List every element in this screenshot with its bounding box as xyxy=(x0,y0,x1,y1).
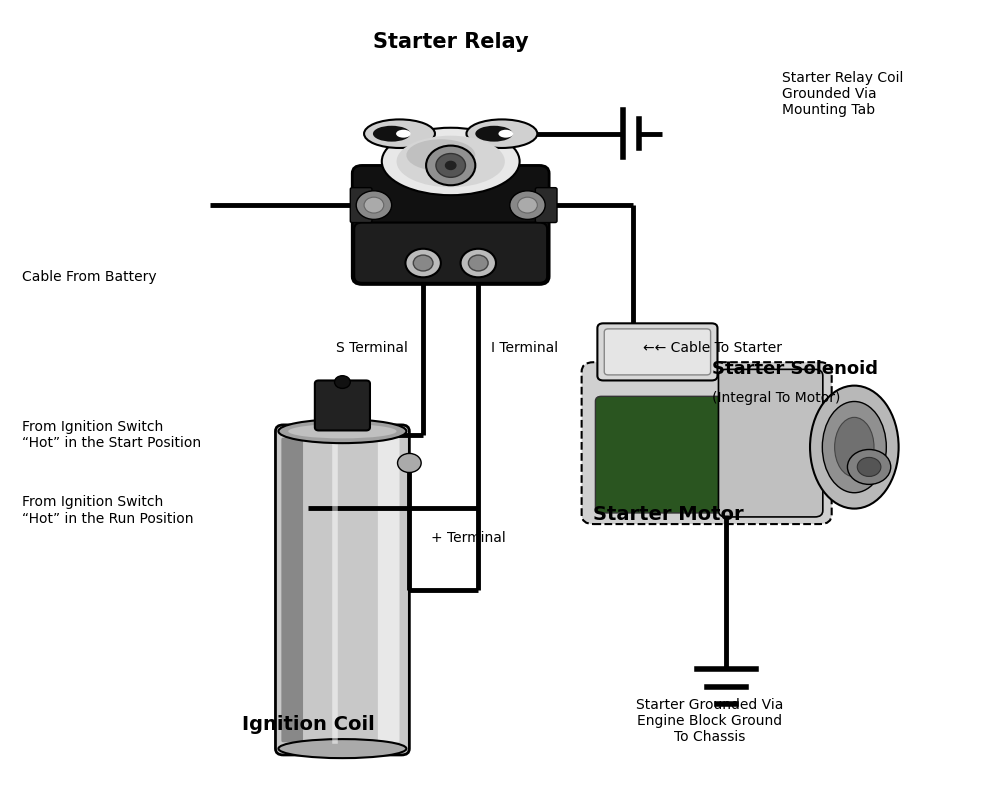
FancyBboxPatch shape xyxy=(352,165,549,284)
Ellipse shape xyxy=(407,139,475,171)
Ellipse shape xyxy=(823,401,886,493)
Circle shape xyxy=(413,255,433,271)
FancyBboxPatch shape xyxy=(582,362,832,524)
Text: + Terminal: + Terminal xyxy=(431,531,506,546)
Text: Cable From Battery: Cable From Battery xyxy=(23,269,157,284)
FancyBboxPatch shape xyxy=(595,396,736,513)
Ellipse shape xyxy=(278,419,407,443)
Circle shape xyxy=(426,145,475,185)
Text: I Terminal: I Terminal xyxy=(491,341,558,355)
Circle shape xyxy=(436,153,465,177)
Ellipse shape xyxy=(288,424,397,439)
FancyBboxPatch shape xyxy=(604,329,711,375)
Circle shape xyxy=(398,454,421,472)
Ellipse shape xyxy=(835,417,874,477)
FancyBboxPatch shape xyxy=(536,188,557,223)
Ellipse shape xyxy=(373,125,410,141)
Circle shape xyxy=(445,161,456,170)
Text: Ignition Coil: Ignition Coil xyxy=(242,715,374,734)
Circle shape xyxy=(518,197,538,213)
Ellipse shape xyxy=(382,128,520,195)
FancyBboxPatch shape xyxy=(719,369,823,517)
Ellipse shape xyxy=(498,129,513,137)
Ellipse shape xyxy=(364,119,435,148)
Text: From Ignition Switch
“Hot” in the Run Position: From Ignition Switch “Hot” in the Run Po… xyxy=(23,495,194,526)
FancyBboxPatch shape xyxy=(354,223,547,283)
Circle shape xyxy=(335,376,350,388)
Ellipse shape xyxy=(278,739,407,758)
Circle shape xyxy=(468,255,488,271)
Text: ←← Cable To Starter: ←← Cable To Starter xyxy=(643,341,782,355)
FancyBboxPatch shape xyxy=(350,188,372,223)
Circle shape xyxy=(356,191,392,220)
FancyBboxPatch shape xyxy=(597,324,718,380)
Circle shape xyxy=(460,248,496,277)
Ellipse shape xyxy=(466,119,538,148)
FancyBboxPatch shape xyxy=(275,425,409,755)
Circle shape xyxy=(364,197,384,213)
Circle shape xyxy=(510,191,545,220)
Ellipse shape xyxy=(475,125,513,141)
Ellipse shape xyxy=(810,386,899,509)
Text: (Integral To Motor): (Integral To Motor) xyxy=(712,391,840,405)
Circle shape xyxy=(847,450,891,484)
Circle shape xyxy=(406,248,441,277)
Text: Starter Relay: Starter Relay xyxy=(373,33,529,53)
Text: Starter Motor: Starter Motor xyxy=(593,505,744,524)
Ellipse shape xyxy=(397,136,505,187)
FancyBboxPatch shape xyxy=(281,438,303,742)
Text: S Terminal: S Terminal xyxy=(336,341,408,355)
Text: Starter Grounded Via
Engine Block Ground
To Chassis: Starter Grounded Via Engine Block Ground… xyxy=(636,698,783,744)
FancyBboxPatch shape xyxy=(315,380,370,431)
Text: From Ignition Switch
“Hot” in the Start Position: From Ignition Switch “Hot” in the Start … xyxy=(23,420,202,451)
Circle shape xyxy=(857,457,881,476)
FancyBboxPatch shape xyxy=(378,438,400,742)
Text: Starter Solenoid: Starter Solenoid xyxy=(712,360,877,379)
Ellipse shape xyxy=(396,129,411,137)
Text: Starter Relay Coil
Grounded Via
Mounting Tab: Starter Relay Coil Grounded Via Mounting… xyxy=(782,71,904,117)
